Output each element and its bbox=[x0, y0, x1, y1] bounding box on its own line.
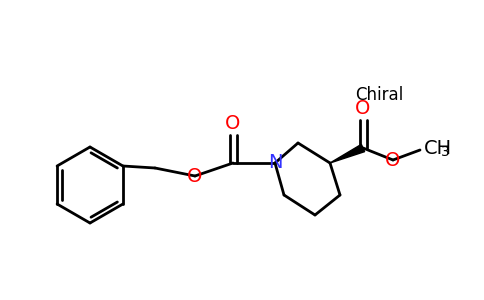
Text: O: O bbox=[355, 99, 371, 118]
Text: Chiral: Chiral bbox=[355, 86, 403, 104]
Polygon shape bbox=[330, 144, 364, 163]
Text: CH: CH bbox=[424, 139, 452, 158]
Text: 3: 3 bbox=[441, 145, 450, 159]
Text: O: O bbox=[187, 167, 203, 185]
Text: N: N bbox=[268, 154, 282, 172]
Text: O: O bbox=[226, 114, 241, 133]
Text: O: O bbox=[385, 151, 401, 169]
